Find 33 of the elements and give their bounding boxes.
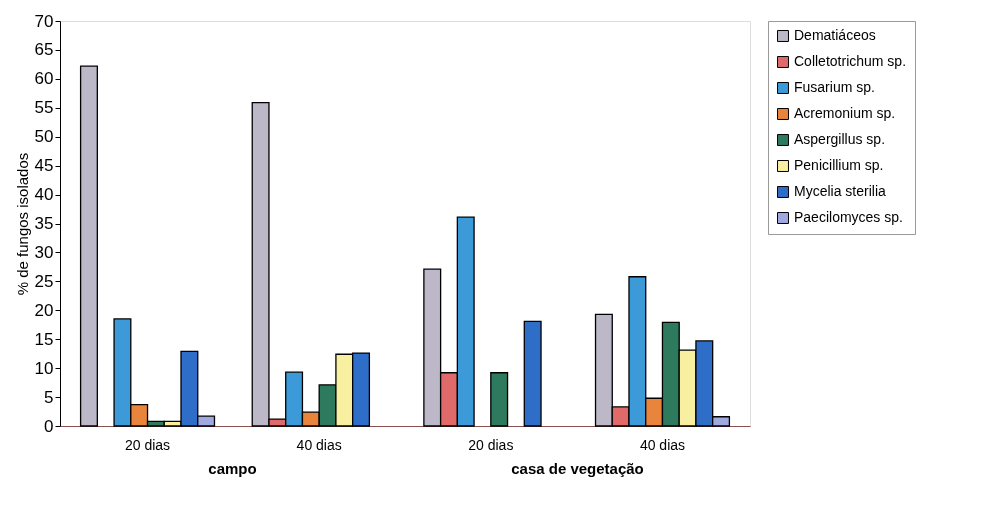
legend-label: Acremonium sp. [794,105,896,121]
y-tick-label: 55 [34,98,54,118]
y-tick-label: 50 [34,127,54,147]
x-tick-label: 40 dias [296,436,342,453]
text: casa de vegetação [511,460,644,477]
bar [523,320,542,427]
y-tick-label: 10 [34,358,54,378]
y-tick-label: 25 [34,271,54,291]
y-tick-label: 35 [34,214,54,233]
y-tick-label: 15 [34,329,54,349]
x-tick-label: 20 dias [468,436,514,453]
y-tick-label: 40 [34,185,54,205]
text: campo [208,460,257,477]
y-axis-title: % de fungos isolados [13,152,31,296]
legend-label: Mycelia sterilia [794,183,887,199]
y-tick-label: 45 [34,156,54,176]
y-tick-label: 60 [34,69,54,89]
legend-label: Aspergillus sp. [794,131,886,147]
y-tick-label: 0 [44,416,54,436]
y-tick-label: 5 [44,387,54,407]
legend-label: Colletotrichum sp. [794,53,907,69]
legend-label: Fusarium sp. [794,79,875,95]
legend-label: Paecilomyces sp. [794,209,903,225]
x-tick-label: 40 dias [639,436,686,453]
y-tick-label: 20 [34,300,54,320]
y-tick-label: 30 [34,242,54,262]
legend-label: Penicillium sp. [794,157,884,173]
bar [79,65,98,427]
y-tick-label: 70 [34,11,54,31]
bar [490,372,509,427]
y-tick-label: 65 [34,40,54,60]
x-tick-label: 20 dias [124,436,171,453]
legend-label: Dematiáceos [794,27,876,43]
